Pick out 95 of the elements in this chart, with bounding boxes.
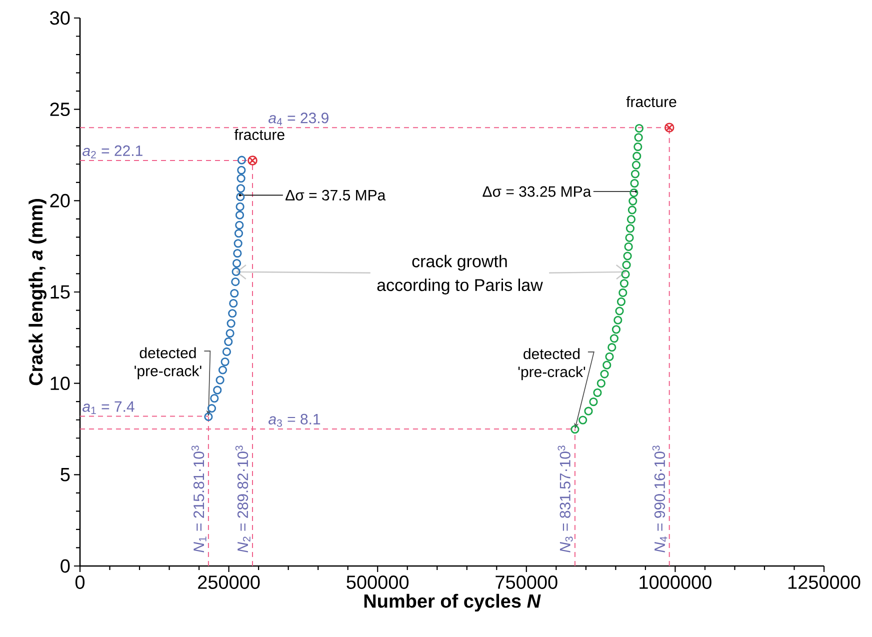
point — [207, 404, 216, 413]
annotation: Δσ = 33.25 MPa — [482, 186, 592, 197]
point — [623, 252, 632, 260]
point — [626, 224, 635, 233]
point — [228, 309, 237, 318]
annotation: detected 'pre-crack' — [134, 347, 202, 380]
point — [622, 260, 631, 270]
point — [605, 352, 614, 361]
point — [222, 347, 232, 356]
point — [628, 196, 638, 206]
annotation: N$_{4}$ = 990.16·10$^{3}$ — [652, 446, 668, 552]
point — [235, 220, 244, 230]
y-tick-label: 0 — [60, 559, 70, 573]
x-tick-label: 500000 — [346, 576, 409, 589]
point — [236, 192, 245, 202]
y-tick-label: 25 — [50, 102, 70, 116]
annotation: fracture — [626, 96, 676, 108]
point — [570, 425, 580, 434]
point — [236, 184, 246, 193]
y-tick-label: 15 — [50, 285, 70, 299]
y-tick-label: 5 — [60, 468, 70, 482]
annotation: crack growth — [412, 254, 507, 271]
x-tick-label: 250000 — [198, 576, 260, 589]
y-tick-label: 20 — [50, 194, 70, 208]
point — [628, 206, 636, 214]
point — [233, 248, 242, 258]
point — [630, 170, 640, 178]
point — [232, 259, 242, 268]
point — [624, 242, 633, 251]
point — [229, 299, 238, 308]
point — [664, 122, 674, 132]
x-tick-label: 1000000 — [640, 576, 712, 589]
point — [218, 366, 228, 374]
point — [593, 388, 602, 397]
point — [210, 394, 219, 403]
point — [634, 124, 644, 133]
point — [237, 166, 246, 174]
y-tick-label: 10 — [50, 376, 70, 390]
point — [632, 160, 641, 170]
point — [612, 325, 621, 334]
point — [578, 416, 588, 424]
point — [204, 412, 213, 422]
point — [234, 239, 242, 248]
annotation: N$_{1}$ = 215.81·10$^{3}$ — [191, 446, 206, 552]
point — [213, 386, 222, 394]
annotation: a$_{4}$ = 23.9 — [268, 112, 328, 126]
point — [608, 343, 616, 352]
point — [248, 156, 258, 166]
point — [237, 156, 246, 164]
x-tick-label: 0 — [75, 576, 85, 589]
point — [589, 397, 598, 406]
annotation: Δσ = 37.5 MPa — [286, 190, 386, 200]
point — [630, 188, 638, 198]
point — [610, 334, 618, 343]
point — [602, 360, 612, 370]
point — [226, 319, 236, 328]
point — [230, 288, 239, 298]
x-tick-label: 1250000 — [788, 576, 860, 589]
point — [620, 279, 628, 288]
point — [231, 277, 240, 286]
point — [596, 379, 606, 388]
point — [236, 202, 244, 211]
point — [224, 337, 233, 346]
point — [232, 267, 240, 276]
annotation: fracture — [234, 129, 284, 140]
point — [234, 229, 244, 238]
point — [216, 376, 224, 384]
point — [625, 233, 634, 242]
point — [630, 179, 639, 188]
point — [584, 406, 593, 416]
point — [634, 133, 643, 142]
point — [226, 328, 234, 338]
point — [632, 152, 642, 160]
point — [614, 316, 622, 324]
point — [634, 142, 642, 152]
annotation: N$_{3}$ = 831.57·10$^{3}$ — [558, 446, 573, 552]
point — [618, 288, 628, 298]
x-tick-label: 750000 — [496, 576, 558, 589]
annotation: according to Paris law — [377, 278, 543, 294]
y-axis-title: Crack length, a (mm) — [28, 198, 46, 386]
annotation: a$_{3}$ = 8.1 — [268, 414, 320, 427]
x-axis-title: Number of cycles N — [364, 594, 541, 612]
point — [236, 174, 246, 183]
annotation: N$_{2}$ = 289.82·10$^{3}$ — [235, 446, 250, 552]
point — [626, 214, 636, 224]
annotation: a$_{2}$ = 22.1 — [82, 145, 142, 158]
point — [615, 306, 624, 316]
point — [220, 357, 230, 366]
point — [621, 270, 630, 279]
annotation: detected 'pre-crack' — [518, 348, 586, 380]
point — [235, 210, 244, 220]
point — [616, 297, 626, 306]
y-tick-label: 30 — [50, 11, 70, 25]
point — [600, 370, 609, 378]
annotation: a$_{1}$ = 7.4 — [82, 401, 134, 414]
